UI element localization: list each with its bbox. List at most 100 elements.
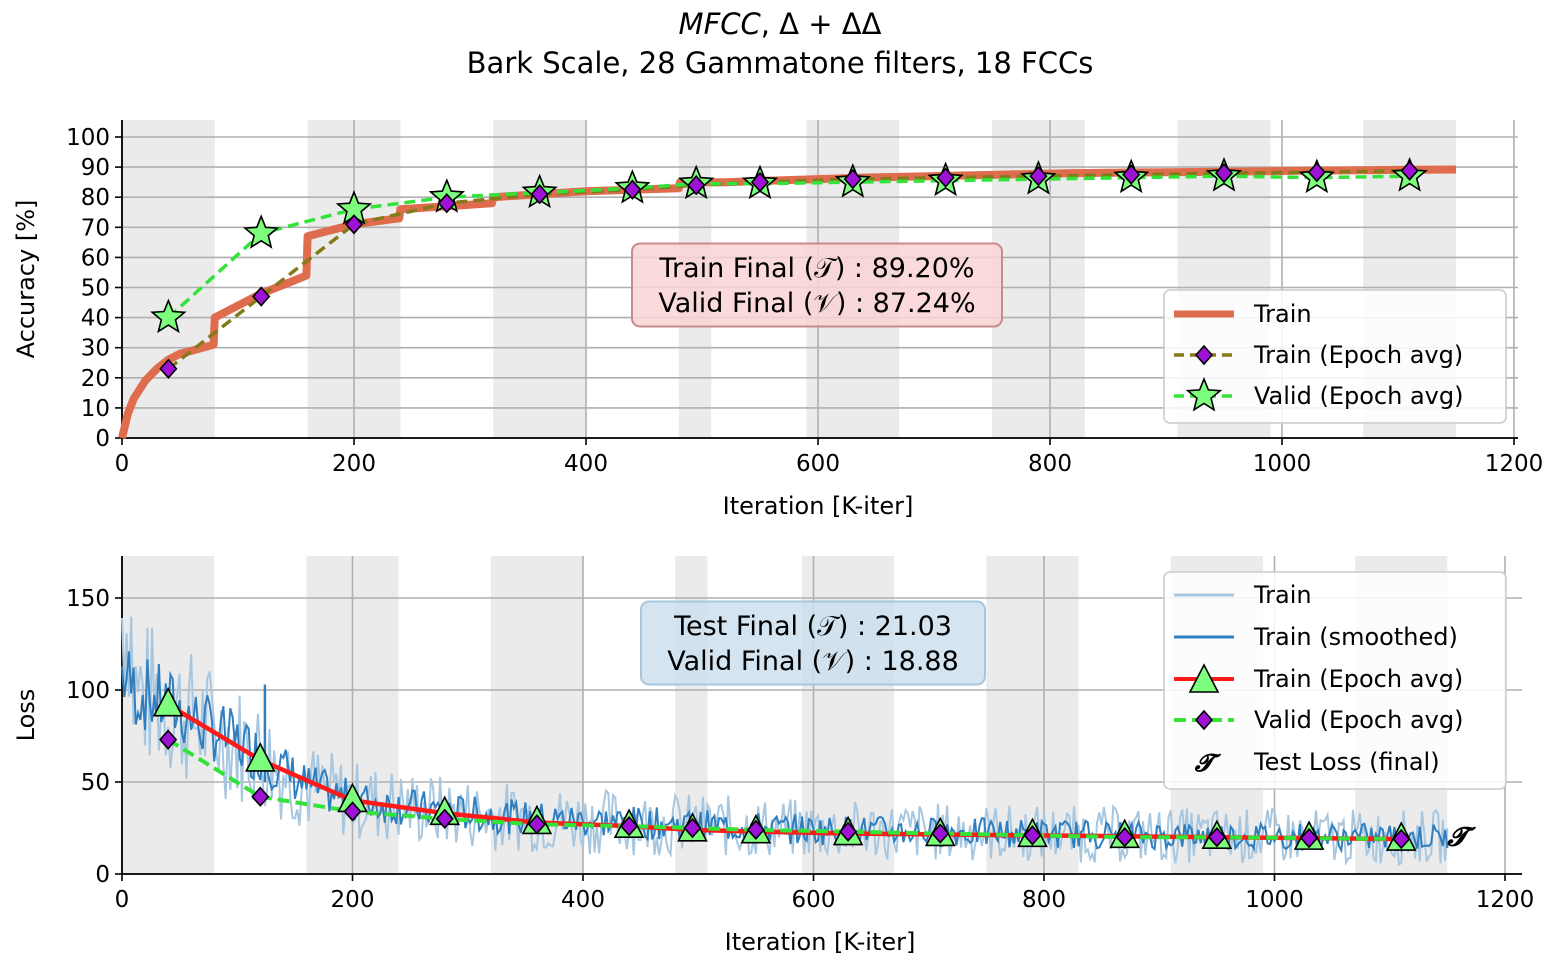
loss-valid-diamond-point (839, 821, 858, 842)
loss-legend-frame (1163, 571, 1507, 790)
acc-valid-epoch-avg-line (167, 174, 1410, 319)
loss-annotation-line: Valid Final (𝒱) : 18.88 (667, 646, 959, 677)
acc-x-tick-label: 1200 (1485, 451, 1544, 477)
acc-y-tick-label: 70 (81, 215, 110, 241)
loss-legend-label: Test Loss (final) (1253, 748, 1440, 776)
loss-legend-label: Train (smoothed) (1253, 623, 1458, 651)
loss-valid-diamond-point (251, 786, 270, 807)
acc-valid-star-point (242, 214, 280, 249)
loss-x-tick-label: 400 (561, 887, 605, 913)
loss-x-tick-label: 800 (1022, 887, 1066, 913)
title-italic: MFCC (679, 7, 762, 41)
acc-y-tick-label: 10 (81, 396, 110, 422)
acc-y-tick-label: 60 (81, 245, 110, 271)
loss-axes: 0 200 400 600 800 1000 1200 0 50 100 150 Iteration … (12, 556, 1534, 956)
loss-legend-label: Train (1253, 581, 1312, 609)
acc-x-axis-label: Iteration [K-iter] (723, 492, 914, 520)
loss-x-tick-label: 200 (331, 887, 375, 913)
acc-x-tick-label: 200 (332, 451, 376, 477)
acc-x-tick-label: 800 (1028, 451, 1072, 477)
acc-y-tick-label: 40 (81, 306, 110, 332)
acc-valid-star-point (150, 298, 187, 334)
acc-y-tick-label: 80 (81, 185, 110, 211)
acc-markers (150, 156, 1428, 379)
loss-legend-diamond (1194, 709, 1214, 731)
acc-axes: 0 200 400 600 800 1000 1200 0 10 20 30 40 50 60 70 80 90… (12, 120, 1543, 520)
title-line1: MFCC, Δ + ΔΔ (679, 7, 882, 41)
loss-markers (152, 686, 1417, 851)
acc-train-diamond-point (687, 174, 706, 196)
acc-y-tick-label: 0 (95, 426, 110, 452)
title-line2: Bark Scale, 28 Gammatone filters, 18 FCC… (467, 46, 1094, 80)
acc-annotation-box (631, 242, 1003, 328)
acc-annotation-line: Train Final (𝒯) : 89.20% (658, 253, 974, 284)
acc-train-line (118, 165, 1457, 439)
acc-train-diamond-point (750, 171, 770, 193)
loss-train-triangle-point (152, 686, 184, 717)
acc-train-diamond-point (1214, 162, 1234, 184)
acc-legend: Train Train (Epoch avg) Valid (Epoch avg) (1163, 289, 1507, 424)
loss-valid-diamond-point (683, 817, 702, 839)
acc-y-axis-label: Accuracy [%] (12, 200, 40, 359)
acc-x-tick-label: 0 (115, 451, 130, 477)
loss-y-axis-label: Loss (12, 689, 40, 742)
title-rest: , Δ + ΔΔ (761, 7, 882, 41)
acc-train-diamond-point (843, 168, 862, 190)
loss-y-tick-label: 50 (81, 770, 110, 796)
acc-annotation-line: Valid Final (𝒱) : 87.24% (658, 288, 975, 319)
acc-y-tick-label: 50 (81, 276, 110, 302)
loss-x-tick-label: 1000 (1245, 887, 1304, 913)
loss-valid-diamond-point (1207, 826, 1226, 848)
loss-annotation-line: Test Final (𝒯) : 21.03 (673, 611, 952, 642)
acc-y-tick-label: 90 (81, 155, 110, 181)
loss-valid-diamond-point (527, 814, 546, 835)
loss-legend-label: Train (Epoch avg) (1253, 665, 1463, 693)
loss-y-tick-label: 150 (66, 586, 110, 612)
loss-valid-diamond-point (746, 819, 765, 841)
acc-train-diamond-point (1122, 164, 1141, 185)
loss-valid-diamond-point (1392, 828, 1411, 850)
acc-legend-frame (1163, 289, 1507, 424)
loss-legend-label: Valid (Epoch avg) (1254, 706, 1463, 734)
loss-x-tick-label: 0 (115, 887, 130, 913)
acc-train-diamond-point (530, 183, 549, 205)
accuracy-chart: 0 200 400 600 800 1000 1200 0 10 20 30 40 50 60 70 80 90… (12, 120, 1543, 520)
acc-legend-label: Valid (Epoch avg) (1254, 382, 1463, 410)
acc-legend-diamond (1194, 344, 1214, 366)
acc-y-tick-label: 30 (81, 336, 110, 362)
loss-valid-diamond-point (931, 823, 950, 844)
loss-valid-diamond-point (435, 808, 454, 830)
loss-x-axis-label: Iteration [K-iter] (725, 928, 916, 956)
loss-x-tick-label: 600 (792, 887, 836, 913)
acc-x-tick-label: 1000 (1253, 451, 1312, 477)
acc-train-diamond-point (252, 286, 271, 307)
acc-train-diamond-point (437, 193, 456, 214)
acc-train-diamond-point (623, 179, 642, 200)
acc-train-diamond-point (159, 358, 178, 379)
acc-train-epoch-avg-line (167, 168, 1410, 371)
loss-x-tick-label: 1200 (1476, 887, 1535, 913)
acc-final-annotation: Train Final (𝒯) : 89.20% Valid Final (𝒱) … (631, 242, 1003, 328)
acc-train-diamond-point (1029, 165, 1048, 187)
acc-train-diamond-point (936, 167, 955, 188)
loss-valid-diamond-point (620, 815, 639, 837)
loss-valid-diamond-point (159, 729, 178, 750)
acc-y-tick-label: 100 (66, 125, 110, 151)
acc-train-diamond-point (344, 214, 364, 235)
acc-train-diamond-point (1400, 160, 1419, 181)
loss-train-triangle-point (244, 742, 276, 772)
acc-x-tick-label: 400 (564, 451, 608, 477)
loss-legend-triangle (1188, 663, 1220, 693)
loss-valid-diamond-point (343, 801, 362, 822)
loss-final-annotation: Test Final (𝒯) : 21.03 Valid Final (𝒱) : … (640, 600, 986, 686)
acc-shade-band (122, 120, 215, 438)
loss-valid-diamond-point (1300, 827, 1319, 849)
acc-shade-band (493, 120, 586, 438)
acc-y-tick-label: 20 (81, 366, 110, 392)
loss-valid-diamond-point (1023, 825, 1042, 846)
loss-chart: 0 200 400 600 800 1000 1200 0 50 100 150 Iteration … (12, 556, 1534, 956)
acc-x-tick-label: 600 (796, 451, 840, 477)
loss-y-tick-label: 0 (95, 862, 110, 888)
